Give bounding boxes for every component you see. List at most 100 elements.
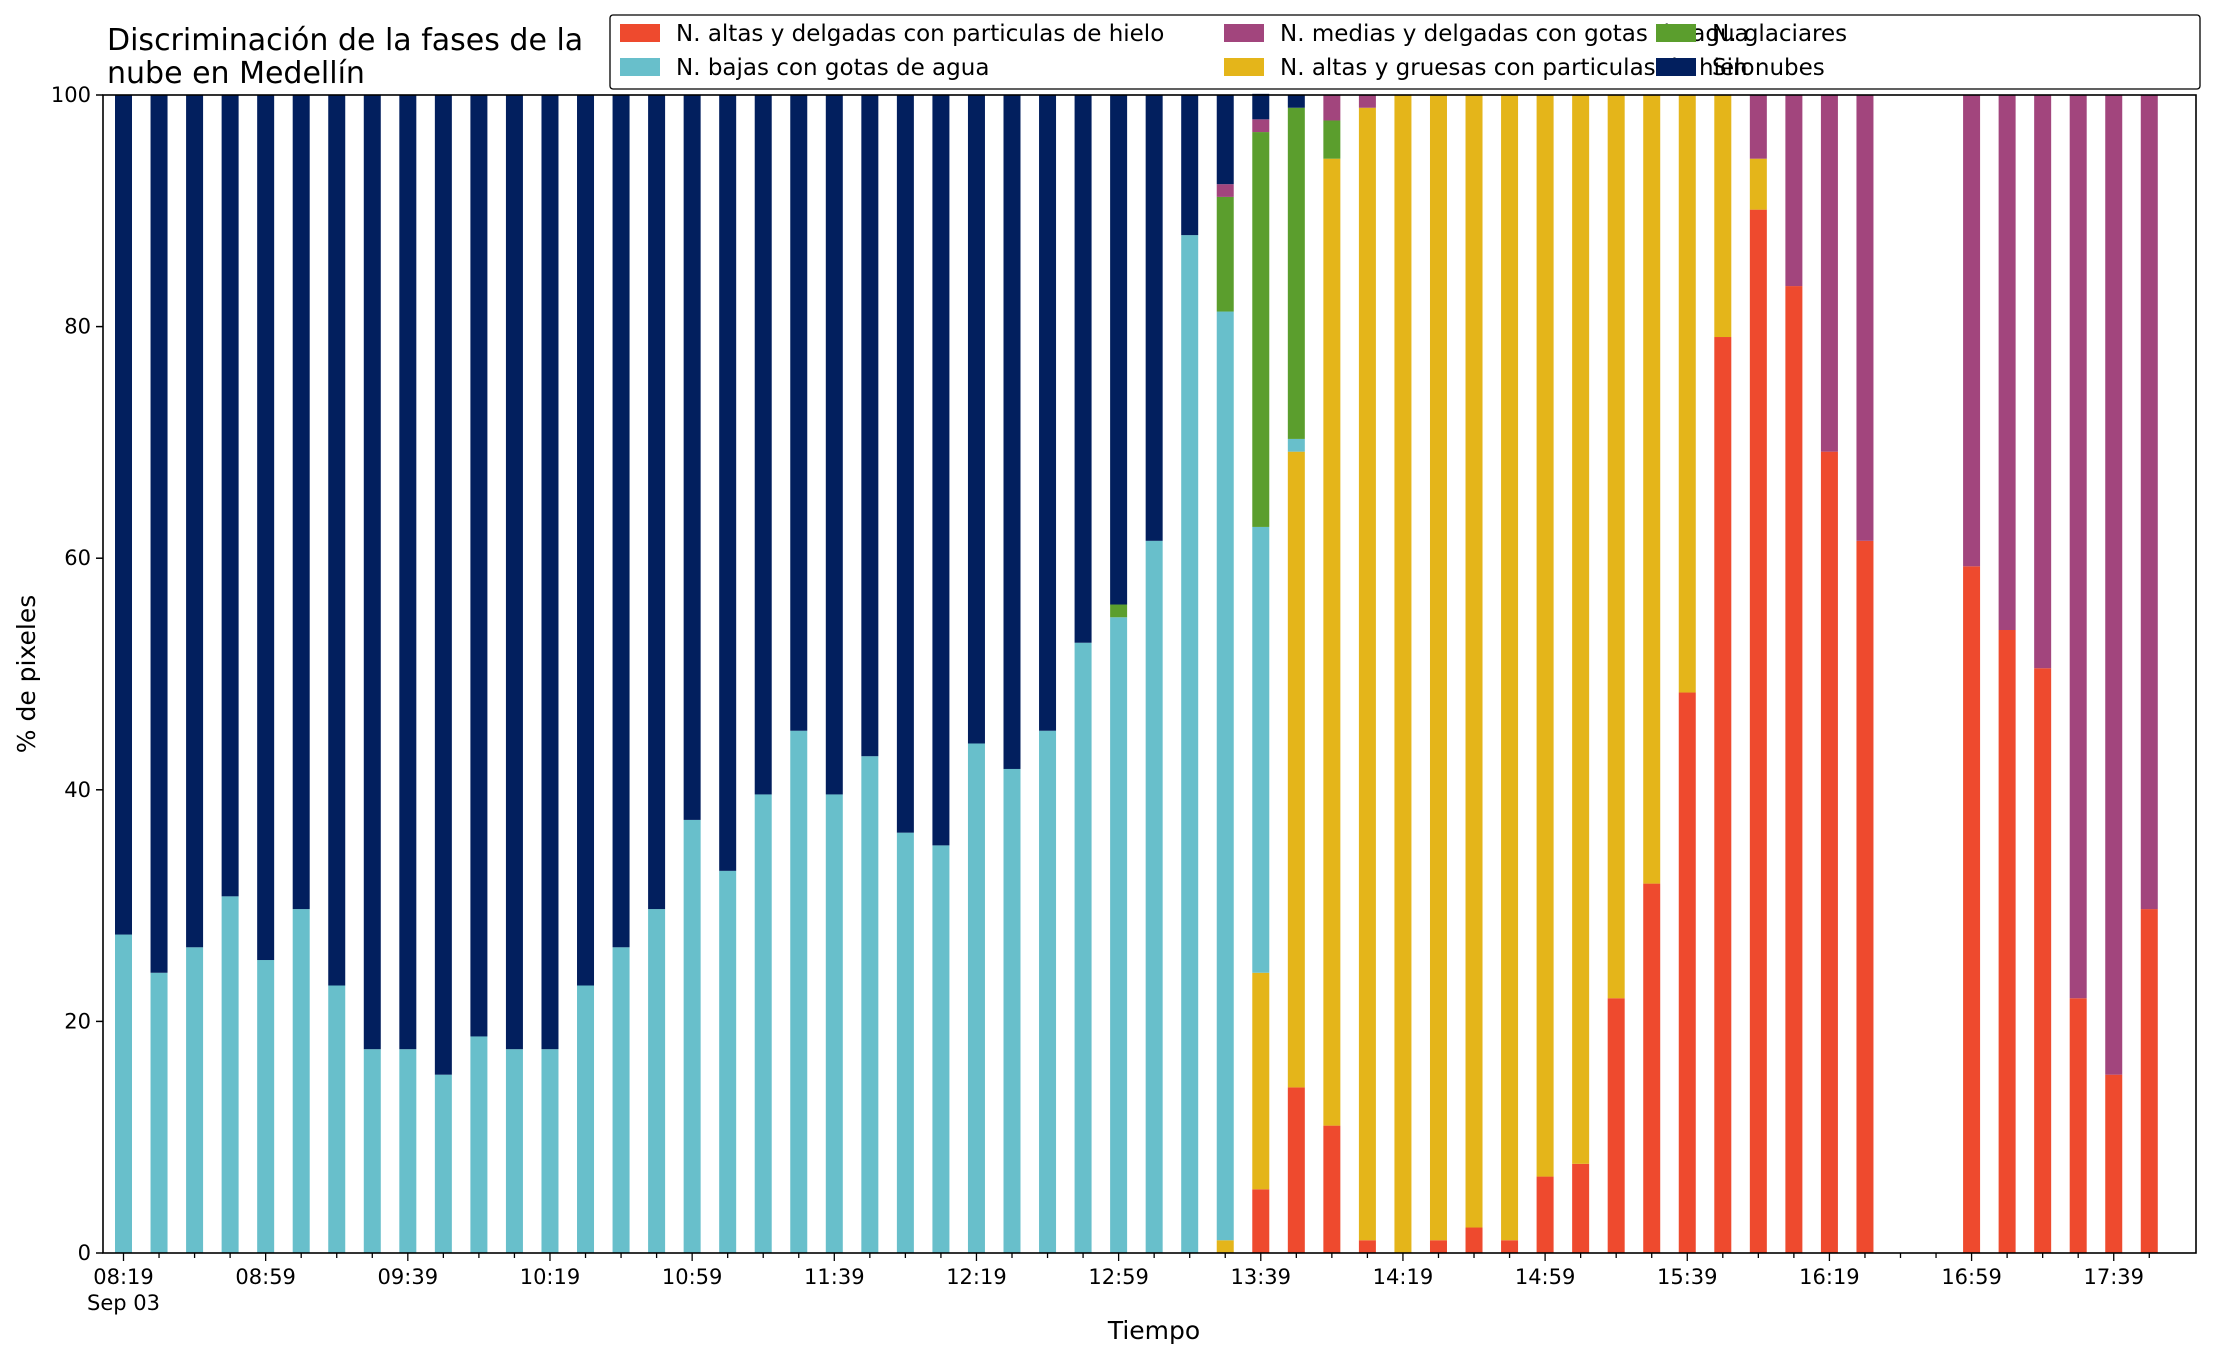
bar-segment (1358, 95, 1376, 108)
bar-segment (1252, 1189, 1270, 1253)
x-tick-label: 11:39 (804, 1265, 865, 1289)
bar-segment (1110, 604, 1128, 618)
bar-segment (1074, 642, 1092, 1253)
bar-segment (2069, 998, 2087, 1253)
bar-segment (2105, 1074, 2123, 1253)
bar-segment (1216, 311, 1234, 1241)
bar-segment (1963, 566, 1981, 1253)
bar-segment (754, 95, 772, 795)
bar-segment (1429, 95, 1447, 1241)
bar-segment (790, 95, 808, 731)
bar-segment (1501, 1240, 1519, 1253)
x-tick-label: 12:19 (946, 1265, 1007, 1289)
bar-segment (612, 95, 630, 948)
bar-segment (1572, 95, 1590, 1164)
y-tick-label: 20 (64, 1009, 91, 1033)
bar-segment (1110, 95, 1128, 605)
bar-segment (1358, 1240, 1376, 1253)
bar-segment (1465, 95, 1483, 1228)
bar-segment (399, 95, 417, 1050)
bar-segment (2034, 95, 2052, 669)
bar-segment (1252, 93, 1270, 120)
bar-segment (257, 960, 275, 1253)
x-date-label: Sep 03 (87, 1291, 160, 1315)
bar-segment (1252, 526, 1270, 973)
bar-segment (1145, 540, 1163, 1253)
bar-segment (1039, 730, 1057, 1253)
bar-segment (292, 909, 310, 1253)
bar-segment (719, 870, 737, 1253)
bar-segment (1216, 196, 1234, 312)
x-tick-label: 14:59 (1515, 1265, 1576, 1289)
bar-segment (896, 832, 914, 1253)
bar-segment (1394, 95, 1412, 1253)
x-tick-label: 13:39 (1231, 1265, 1292, 1289)
bar-segment (1536, 95, 1554, 1177)
y-tick-label: 100 (51, 83, 91, 107)
x-tick-label: 16:19 (1799, 1265, 1860, 1289)
bar-segment (2105, 95, 2123, 1075)
bar-segment (1287, 438, 1305, 452)
legend-entry-label: N. altas y delgadas con particulas de hi… (676, 21, 1164, 47)
bar-segment (186, 95, 204, 948)
bar-segment (825, 794, 843, 1253)
y-tick-label: 0 (78, 1241, 91, 1265)
bar-segment (115, 95, 132, 935)
bar-segment (932, 95, 950, 846)
bar-segment (1749, 95, 1767, 159)
bar-segment (1714, 95, 1732, 338)
bar-segment (683, 95, 701, 820)
bar-segment (1323, 1125, 1341, 1253)
bar-segment (115, 934, 132, 1253)
bar-segment (2140, 95, 2158, 910)
bar-segment (932, 845, 950, 1253)
x-axis-label: Tiempo (1107, 1316, 1200, 1345)
bar-segment (1003, 95, 1021, 769)
legend-entry-label: N. glaciares (1712, 21, 1847, 47)
bar-segment (328, 985, 346, 1253)
bar-segment (1252, 132, 1270, 527)
bar-segment (221, 95, 239, 897)
bar-segment (150, 972, 168, 1253)
bar-segment (1643, 883, 1661, 1253)
bar-segment (1110, 617, 1128, 1253)
bar-segment (790, 730, 808, 1253)
bar-segment (967, 95, 985, 744)
y-tick-label: 80 (64, 315, 91, 339)
bar-segment (1820, 451, 1838, 1253)
bar-segment (1998, 95, 2016, 630)
y-axis: 0 20 40 60 80 100 (51, 83, 103, 1265)
bar-segment (1963, 95, 1981, 567)
bar-segment (1216, 95, 1234, 185)
bar-segment (1749, 158, 1767, 210)
x-tick-label: 17:39 (2083, 1265, 2144, 1289)
legend-swatch (1224, 24, 1264, 42)
bar-segment (292, 95, 310, 910)
bar-segment (648, 909, 666, 1253)
bar-segment (1252, 972, 1270, 1190)
bar-segment (1287, 451, 1305, 1088)
y-axis-label: % de pixeles (12, 595, 41, 753)
legend-swatch (1224, 58, 1264, 76)
bar-segment (825, 95, 843, 795)
bar-segment (1678, 95, 1696, 693)
bar-segment (257, 95, 275, 961)
bar-segment (1785, 95, 1803, 287)
x-tick-label: 10:59 (662, 1265, 723, 1289)
bar-segment (1429, 1240, 1447, 1253)
bar-segment (186, 947, 204, 1253)
bar-segment (1323, 120, 1341, 159)
bar-segment (1572, 1163, 1590, 1253)
x-tick-label: 08:59 (235, 1265, 296, 1289)
chart-title-line-1: Discriminación de la fases de la (107, 23, 583, 58)
bar-segment (2140, 909, 2158, 1253)
x-tick-label: 16:59 (1941, 1265, 2002, 1289)
legend-box (609, 14, 2201, 90)
bar-segment (1856, 95, 1874, 541)
bar-segment (612, 947, 630, 1253)
x-tick-label: 10:19 (520, 1265, 581, 1289)
legend-entry-label: Sin nubes (1712, 55, 1825, 81)
bar-segment (1287, 95, 1305, 108)
bar-segment (1252, 119, 1270, 133)
